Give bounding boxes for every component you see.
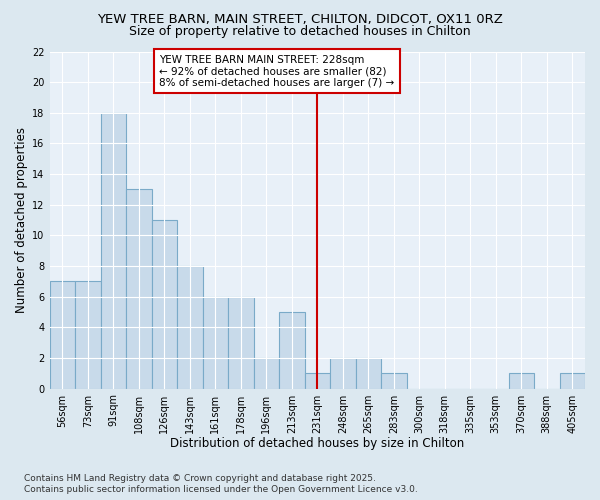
Bar: [254, 358, 279, 388]
Text: Contains HM Land Registry data © Crown copyright and database right 2025.
Contai: Contains HM Land Registry data © Crown c…: [24, 474, 418, 494]
Text: Size of property relative to detached houses in Chilton: Size of property relative to detached ho…: [129, 25, 471, 38]
Bar: [560, 374, 585, 388]
Y-axis label: Number of detached properties: Number of detached properties: [15, 127, 28, 313]
Bar: [126, 190, 152, 388]
Bar: [203, 296, 228, 388]
Bar: [177, 266, 203, 388]
Bar: [75, 282, 101, 389]
Bar: [330, 358, 356, 388]
Text: YEW TREE BARN MAIN STREET: 228sqm
← 92% of detached houses are smaller (82)
8% o: YEW TREE BARN MAIN STREET: 228sqm ← 92% …: [159, 54, 394, 88]
Text: YEW TREE BARN, MAIN STREET, CHILTON, DIDCOT, OX11 0RZ: YEW TREE BARN, MAIN STREET, CHILTON, DID…: [97, 12, 503, 26]
Bar: [50, 282, 75, 389]
Bar: [101, 113, 126, 388]
Bar: [381, 374, 407, 388]
Bar: [305, 374, 330, 388]
Bar: [228, 296, 254, 388]
Bar: [356, 358, 381, 388]
Bar: [152, 220, 177, 388]
X-axis label: Distribution of detached houses by size in Chilton: Distribution of detached houses by size …: [170, 437, 464, 450]
Bar: [279, 312, 305, 388]
Bar: [509, 374, 534, 388]
